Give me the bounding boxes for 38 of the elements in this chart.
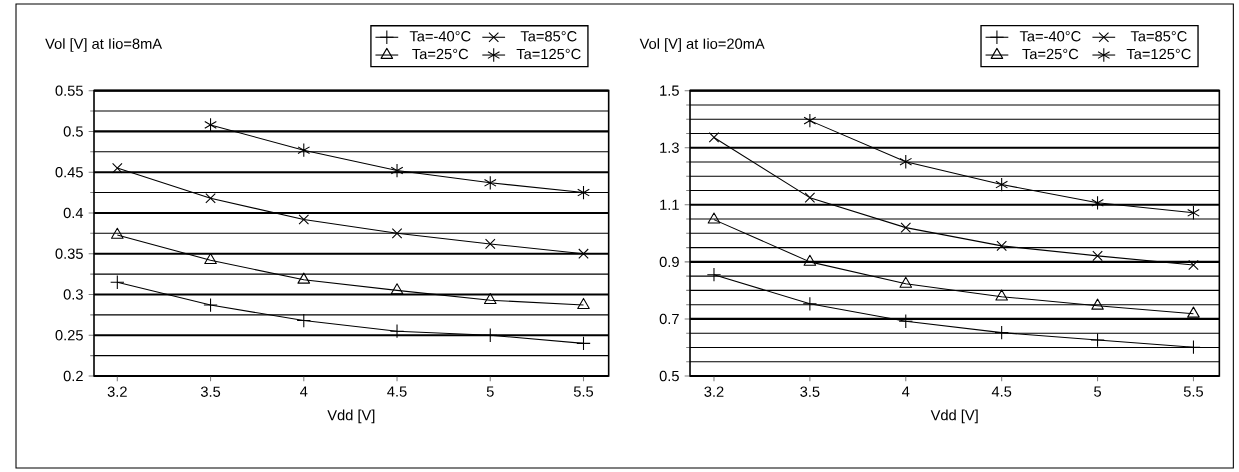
y-tick-label: 0.45 (55, 167, 83, 178)
x-axis-title: Vdd [V] (327, 409, 375, 424)
x-tick-label: 5.5 (1183, 386, 1204, 397)
y-tick-label: 0.35 (55, 248, 83, 259)
chart-title: Vol [V] at Iio=8mA (45, 38, 163, 52)
x-tick-label: 5.5 (573, 386, 594, 397)
y-tick-label: 1.3 (660, 142, 679, 153)
x-tick-label: 4 (902, 386, 910, 397)
x-tick-label: 3.2 (704, 386, 724, 397)
y-tick-label: 0.4 (63, 207, 84, 219)
x-tick-label: 4 (300, 386, 308, 397)
x-tick-label: 4.5 (991, 386, 1012, 397)
y-tick-label: 1.5 (660, 85, 679, 96)
x-tick-label: 3.5 (200, 386, 221, 397)
legend-label: Ta=-40°C (409, 31, 471, 42)
y-tick-label: 0.7 (659, 313, 679, 325)
legend-label: Ta=25°C (412, 48, 469, 60)
legend-label: Ta=85°C (520, 31, 577, 42)
y-tick-label: 0.9 (659, 256, 679, 268)
y-tick-label: 0.3 (63, 289, 83, 300)
y-tick-label: 0.25 (55, 330, 83, 341)
y-tick-label: 1.1 (660, 199, 679, 210)
x-tick-label: 5 (486, 386, 494, 397)
x-axis-title: Vdd [V] (930, 409, 978, 424)
y-tick-label: 0.5 (63, 126, 83, 137)
y-tick-label: 0.2 (63, 370, 83, 382)
y-tick-label: 0.55 (55, 85, 83, 96)
x-tick-label: 3.2 (107, 386, 127, 397)
legend-label: Ta=85°C (1130, 31, 1187, 42)
legend-label: Ta=25°C (1022, 48, 1079, 60)
x-tick-label: 3.5 (800, 386, 820, 397)
legend-label: Ta=-40°C (1019, 31, 1081, 42)
legend-label: Ta=125°C (516, 48, 581, 60)
chart-title: Vol [V] at Iio=20mA (639, 38, 765, 52)
legend-label: Ta=125°C (1126, 48, 1191, 60)
x-tick-label: 4.5 (387, 386, 407, 397)
y-tick-label: 0.5 (659, 370, 679, 382)
x-tick-label: 5 (1094, 386, 1102, 397)
